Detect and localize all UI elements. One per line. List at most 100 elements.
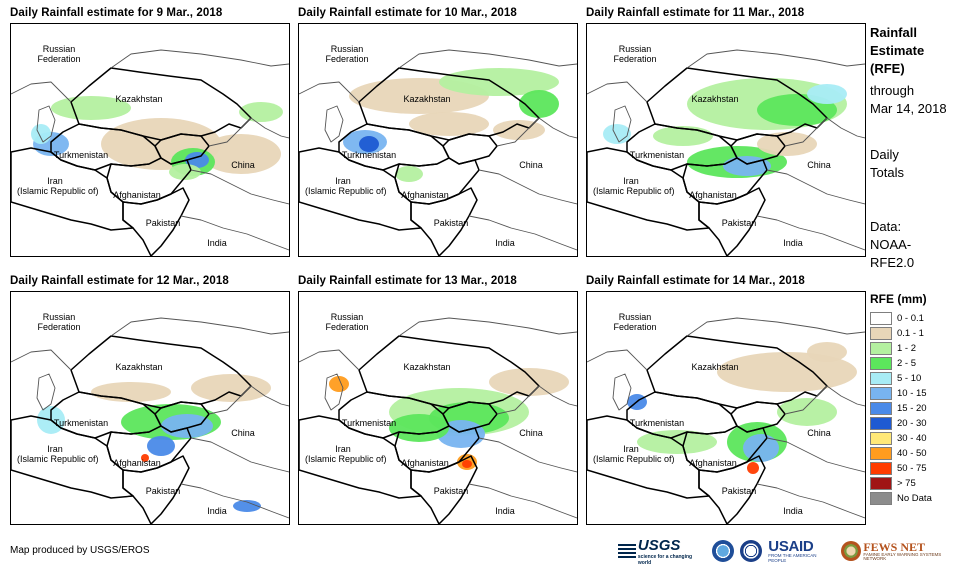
legend-swatch [870, 462, 892, 475]
rainfall-patch [395, 166, 423, 182]
legend-label: 20 - 30 [897, 418, 927, 429]
country-border [587, 147, 710, 231]
panel-title: Daily Rainfall estimate for 9 Mar., 2018 [10, 7, 223, 19]
country-label: India [783, 238, 803, 248]
country-label: Turkmenistan [341, 418, 397, 428]
logo-strip: USGS science for a changing world USAID F… [618, 537, 965, 566]
legend-label: 2 - 5 [897, 358, 917, 369]
rfe-title-line-3: (RFE) [870, 61, 905, 76]
legend-label: 50 - 75 [897, 463, 927, 474]
rainfall-map-panel-4: Daily Rainfall estimate for 12 Mar., 201… [10, 275, 290, 525]
country-label: Pakistan [145, 218, 181, 228]
footer-credit: Map produced by USGS/EROS [10, 545, 150, 556]
country-border [587, 49, 865, 103]
country-label: (Islamic Republic of) [17, 454, 99, 464]
legend-label: > 75 [897, 478, 916, 489]
map-canvas [299, 317, 577, 524]
country-label: (Islamic Republic of) [305, 186, 387, 196]
legend-label: No Data [897, 493, 932, 504]
legend-item: 40 - 50 [870, 446, 965, 461]
daily-label: Daily [870, 147, 899, 162]
country-border [442, 401, 498, 433]
country-label: Pakistan [721, 486, 757, 496]
legend-label: 15 - 20 [897, 403, 927, 414]
rainfall-patch [201, 134, 281, 174]
legend-item: 50 - 75 [870, 461, 965, 476]
map-canvas [587, 49, 865, 256]
totals-label: Totals [870, 165, 904, 180]
country-border [698, 455, 766, 524]
country-label: India [207, 238, 227, 248]
country-border [587, 415, 710, 499]
country-label: Turkmenistan [629, 418, 685, 428]
legend-swatch [870, 402, 892, 415]
country-label: Iran [623, 444, 639, 454]
legend: 0 - 0.1 0.1 - 1 1 - 2 2 - 5 5 - 10 10 - 15 15 … [870, 311, 965, 506]
rainfall-map: Russian Federation Kazakhstan Turkmenistan I… [10, 291, 290, 525]
country-label: India [495, 238, 515, 248]
country-label: China [519, 160, 543, 170]
country-label: India [207, 506, 227, 516]
panel-title: Daily Rainfall estimate for 14 Mar., 201… [586, 275, 805, 287]
country-label: Afghanistan [113, 458, 161, 468]
legend-swatch [870, 312, 892, 325]
country-label: Kazakhstan [691, 94, 739, 104]
rainfall-patch [807, 84, 847, 104]
rainfall-patch [437, 420, 485, 448]
fews-net-logo: FEWS NET FAMINE EARLY WARNING SYSTEMS NET… [841, 541, 965, 562]
country-border [766, 385, 865, 473]
panel-title: Daily Rainfall estimate for 12 Mar., 201… [10, 275, 229, 287]
rainfall-map: Russian Federation Kazakhstan Turkmenistan I… [298, 291, 578, 525]
country-border [468, 483, 577, 519]
rainfall-patch [191, 374, 271, 402]
country-label: Pakistan [433, 486, 469, 496]
country-label: China [807, 428, 831, 438]
country-border [587, 317, 865, 371]
legend-item: 10 - 15 [870, 386, 965, 401]
legend-swatch [870, 492, 892, 505]
rainfall-map: Russian Federation Kazakhstan Turkmenistan I… [10, 23, 290, 257]
country-label: Pakistan [433, 218, 469, 228]
country-border [122, 455, 190, 524]
country-border [190, 117, 289, 205]
noaa-logo [712, 540, 735, 562]
country-label: Turkmenistan [629, 150, 685, 160]
country-border [36, 105, 56, 143]
legend-item: 20 - 30 [870, 416, 965, 431]
country-border [299, 317, 577, 371]
country-label: Federation [613, 322, 657, 332]
panel-title: Daily Rainfall estimate for 10 Mar., 201… [298, 7, 517, 19]
usaid-seal-icon [740, 540, 763, 562]
country-border [442, 133, 498, 165]
legend-swatch [870, 357, 892, 370]
map-canvas [11, 317, 289, 524]
rainfall-patch [493, 120, 545, 140]
country-border [756, 483, 865, 519]
rainfall-patch [329, 376, 349, 392]
legend-label: 0.1 - 1 [897, 328, 924, 339]
rainfall-patch [409, 112, 489, 136]
country-label: Russian [330, 312, 364, 322]
country-border [698, 187, 766, 256]
rainfall-map-panel-1: Daily Rainfall estimate for 9 Mar., 2018… [10, 7, 290, 257]
rainfall-map-panel-3: Daily Rainfall estimate for 11 Mar., 201… [586, 7, 866, 257]
country-label: Turkmenistan [53, 150, 109, 160]
data-source-line-2: RFE2.0 [870, 255, 915, 270]
legend-swatch [870, 327, 892, 340]
country-border [180, 215, 289, 251]
country-label: Turkmenistan [341, 150, 397, 160]
country-label: Pakistan [145, 486, 181, 496]
panel-title: Daily Rainfall estimate for 11 Mar., 201… [586, 7, 805, 19]
legend-title: RFE (mm) [870, 292, 927, 306]
country-label: Kazakhstan [115, 362, 163, 372]
rainfall-map-panel-2: Daily Rainfall estimate for 10 Mar., 201… [298, 7, 578, 257]
through-date: Mar 14, 2018 [870, 101, 947, 116]
country-border [612, 373, 632, 411]
country-border [766, 117, 865, 205]
legend-item: 15 - 20 [870, 401, 965, 416]
country-label: Kazakhstan [403, 362, 451, 372]
country-label: Russian [618, 312, 652, 322]
rainfall-patch [603, 124, 631, 144]
legend-item: 0.1 - 1 [870, 326, 965, 341]
country-label: Kazakhstan [115, 94, 163, 104]
